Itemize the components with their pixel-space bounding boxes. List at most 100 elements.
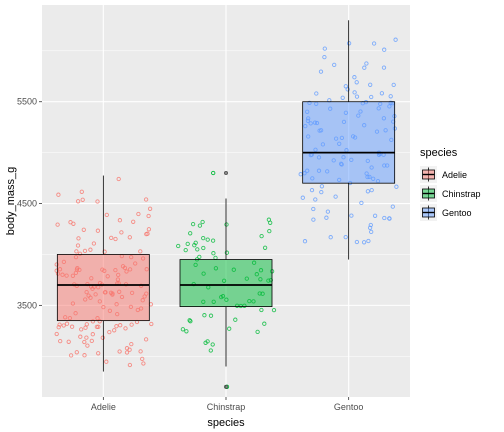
boxes xyxy=(56,20,396,389)
jitter-point xyxy=(84,335,89,340)
jitter-point xyxy=(259,233,264,239)
jitter-point xyxy=(58,338,63,344)
jitter-point xyxy=(82,248,88,254)
jitter-point xyxy=(352,90,357,95)
jitter-point xyxy=(64,321,70,326)
jitter-point xyxy=(76,236,81,241)
jitter-point xyxy=(131,219,136,224)
jitter-point xyxy=(90,332,95,337)
jitter-point xyxy=(202,313,207,318)
legend-title: species xyxy=(420,147,458,159)
jitter-point xyxy=(57,322,62,327)
box-adelie xyxy=(56,175,150,372)
jitter-point xyxy=(61,323,66,328)
jitter-point xyxy=(322,46,327,51)
jitter-point xyxy=(309,187,315,193)
x-axis-title: species xyxy=(207,417,245,429)
jitter-point xyxy=(146,227,152,232)
jitter-point xyxy=(123,326,128,331)
jitter-point xyxy=(343,84,348,89)
jitter-point xyxy=(324,215,329,220)
jitter-point xyxy=(211,251,216,256)
jitter-point xyxy=(365,189,371,194)
jitter-point xyxy=(102,249,107,254)
legend-item-gentoo: Gentoo xyxy=(420,204,472,221)
jitter-point xyxy=(185,241,190,247)
jitter-point xyxy=(138,349,143,354)
jitter-point xyxy=(346,41,352,46)
jitter-point xyxy=(262,321,267,326)
jitter-point xyxy=(393,37,398,42)
jitter-point xyxy=(208,348,213,353)
jitter-point xyxy=(319,184,325,189)
jitter-point xyxy=(68,353,74,358)
jitter-point xyxy=(147,206,153,211)
jitter-point xyxy=(391,82,396,88)
jitter-point xyxy=(117,349,122,354)
jitter-point xyxy=(390,204,395,209)
jitter-point xyxy=(354,94,360,99)
jitter-point xyxy=(340,95,345,100)
jitter-point xyxy=(146,213,151,219)
jitter-point xyxy=(117,218,123,223)
jitter-point xyxy=(190,221,196,227)
jitter-point xyxy=(75,199,81,204)
jitter-point xyxy=(314,91,319,96)
jitter-point xyxy=(82,353,87,358)
jitter-point xyxy=(69,324,75,329)
y-tick-label: 4500 xyxy=(17,199,37,209)
jitter-point xyxy=(388,94,393,99)
jitter-point xyxy=(233,317,238,322)
jitter-point xyxy=(107,329,112,335)
box-body xyxy=(179,259,273,307)
jitter-point xyxy=(89,338,94,344)
jitter-point xyxy=(266,217,272,222)
jitter-point xyxy=(195,247,200,252)
jitter-point xyxy=(104,359,109,364)
jitter-point xyxy=(302,239,308,244)
jitter-point xyxy=(129,341,134,347)
jitter-point xyxy=(366,238,371,244)
outlier-point xyxy=(223,384,229,389)
jitter-point xyxy=(144,231,149,237)
jitter-point xyxy=(127,235,132,240)
jitter-point xyxy=(359,200,364,206)
jitter-point xyxy=(313,197,318,202)
jitter-point xyxy=(95,228,101,233)
jitter-point xyxy=(82,339,87,345)
jitter-point xyxy=(325,209,331,214)
jitter-point xyxy=(96,324,101,329)
jitter-point xyxy=(227,326,232,331)
jitter-point xyxy=(352,75,357,80)
jitter-point xyxy=(267,228,272,234)
x-tick-label: Adelie xyxy=(91,402,116,412)
jitter-point xyxy=(143,337,149,342)
box-body xyxy=(302,101,396,184)
jitter-point xyxy=(193,240,198,245)
jitter-point xyxy=(197,254,202,260)
jitter-point xyxy=(369,187,374,193)
jitter-point xyxy=(71,221,76,226)
jitter-point xyxy=(300,195,305,200)
jitter-point xyxy=(184,329,189,334)
jitter-point xyxy=(79,189,84,194)
jitter-point xyxy=(88,247,93,252)
jitter-point xyxy=(387,216,392,221)
jitter-point xyxy=(187,318,192,323)
jitter-point xyxy=(255,329,260,335)
legend: species Adelie Chinstrap Gentoo xyxy=(420,147,481,221)
jitter-point xyxy=(367,225,373,230)
jitter-point xyxy=(119,230,124,235)
jitter-point xyxy=(205,237,210,242)
jitter-point xyxy=(319,189,324,195)
jitter-point xyxy=(368,222,373,228)
jitter-point xyxy=(188,231,193,236)
jitter-point xyxy=(80,197,85,202)
y-axis-title: body_mass_g xyxy=(5,167,17,236)
jitter-point xyxy=(81,227,86,232)
jitter-point xyxy=(143,197,149,202)
jitter-point xyxy=(369,94,374,100)
jitter-point xyxy=(371,41,377,46)
jitter-point xyxy=(322,54,327,60)
